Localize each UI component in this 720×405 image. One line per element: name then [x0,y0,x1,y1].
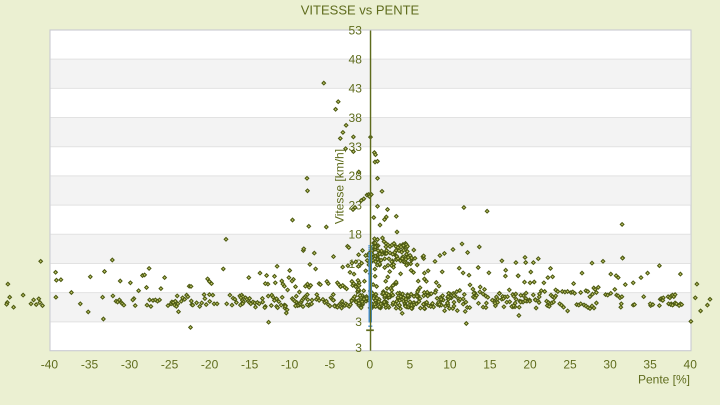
svg-text:48: 48 [349,53,363,67]
svg-text:38: 38 [349,111,363,125]
svg-text:-15: -15 [241,357,259,371]
svg-text:43: 43 [349,82,363,96]
svg-text:-25: -25 [161,357,179,371]
svg-text:30: 30 [603,357,617,371]
svg-text:25: 25 [563,357,577,371]
svg-text:53: 53 [349,23,363,37]
svg-text:VITESSE vs PENTE: VITESSE vs PENTE [301,3,420,18]
svg-text:20: 20 [523,357,537,371]
svg-text:3: 3 [355,341,362,355]
svg-text:-20: -20 [201,357,219,371]
svg-text:-5: -5 [324,357,335,371]
svg-text:Pente [%]: Pente [%] [638,372,690,386]
svg-text:15: 15 [483,357,497,371]
svg-text:-30: -30 [121,357,139,371]
svg-text:35: 35 [643,357,657,371]
svg-text:-40: -40 [41,357,59,371]
svg-text:0: 0 [366,357,373,371]
svg-text:-10: -10 [281,357,299,371]
svg-text:Vitesse [km/h]: Vitesse [km/h] [333,149,347,224]
svg-text:40: 40 [684,357,698,371]
svg-text:10: 10 [443,357,457,371]
svg-text:3: 3 [355,315,362,329]
svg-text:-35: -35 [81,357,99,371]
svg-text:18: 18 [349,228,363,242]
svg-text:5: 5 [407,357,414,371]
